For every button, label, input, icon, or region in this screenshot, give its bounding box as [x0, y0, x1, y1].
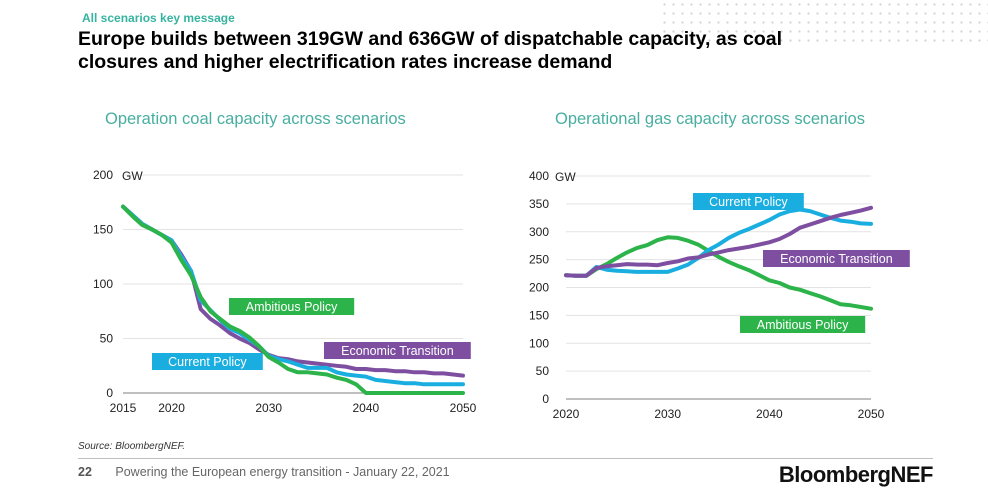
series-label-box — [740, 316, 866, 333]
series-label-economic-transition: Economic Transition — [341, 344, 454, 358]
footer: 22 Powering the European energy transiti… — [78, 465, 450, 479]
series-label-ambitious-policy: Ambitious Policy — [246, 300, 338, 314]
y-axis-unit-label: GW — [555, 170, 576, 184]
page-number: 22 — [78, 465, 92, 479]
headline: Europe builds between 319GW and 636GW of… — [78, 28, 782, 73]
x-tick-label: 2050 — [858, 407, 885, 421]
y-tick-label: 200 — [529, 281, 549, 295]
footer-divider — [78, 458, 933, 459]
y-tick-label: 150 — [93, 223, 113, 237]
coal-chart-title: Operation coal capacity across scenarios — [105, 110, 406, 128]
y-tick-label: 350 — [529, 197, 549, 211]
series-label-current-policy: Current Policy — [709, 195, 788, 209]
series-label-box — [229, 298, 355, 315]
coal-chart: 0 50 100 150 200 GW 2015 2020 2030 2040 2050 Ambiti… — [93, 168, 477, 415]
series-line-current-policy — [564, 207, 873, 278]
y-tick-label: 0 — [106, 386, 113, 400]
x-tick-label: 2020 — [158, 401, 185, 415]
y-axis-unit-label: GW — [122, 169, 143, 183]
kicker: All scenarios key message — [82, 11, 235, 25]
decorative-dot-grid — [660, 0, 988, 46]
series-label-box — [693, 193, 804, 210]
y-tick-label: 0 — [542, 392, 549, 406]
y-tick-label: 50 — [100, 332, 114, 346]
x-tick-label: 2040 — [353, 401, 380, 415]
x-tick-label: 2030 — [654, 407, 681, 421]
source-note: Source: BloombergNEF. — [78, 441, 186, 452]
gas-chart: 0 50 100 150 200 250 300 350 400 GW 2020 2030 2040 20… — [529, 169, 910, 421]
y-tick-label: 400 — [529, 169, 549, 183]
brand-logo: BloombergNEF — [778, 462, 934, 487]
y-tick-label: 150 — [529, 308, 549, 322]
series-label-ambitious-policy: Ambitious Policy — [757, 318, 849, 332]
y-tick-label: 250 — [529, 253, 549, 267]
series-label-box — [152, 353, 263, 370]
x-tick-label: 2050 — [450, 401, 477, 415]
series-line-ambitious-policy — [564, 235, 873, 311]
series-label-box — [763, 250, 910, 267]
x-tick-label: 2020 — [553, 407, 580, 421]
x-tick-label: 2040 — [756, 407, 783, 421]
series-label-box — [324, 342, 471, 359]
gas-chart-title: Operational gas capacity across scenario… — [555, 110, 865, 128]
y-tick-label: 300 — [529, 225, 549, 239]
series-line-ambitious-policy — [121, 204, 465, 395]
footer-text: Powering the European energy transition … — [115, 465, 450, 479]
y-tick-label: 50 — [536, 364, 550, 378]
x-tick-label: 2030 — [255, 401, 282, 415]
series-label-current-policy: Current Policy — [168, 355, 247, 369]
x-tick-label: 2015 — [110, 401, 137, 415]
y-tick-label: 100 — [529, 336, 549, 350]
y-tick-label: 200 — [93, 168, 113, 182]
series-label-economic-transition: Economic Transition — [780, 252, 893, 266]
y-tick-label: 100 — [93, 277, 113, 291]
series-line-economic-transition — [564, 205, 873, 278]
